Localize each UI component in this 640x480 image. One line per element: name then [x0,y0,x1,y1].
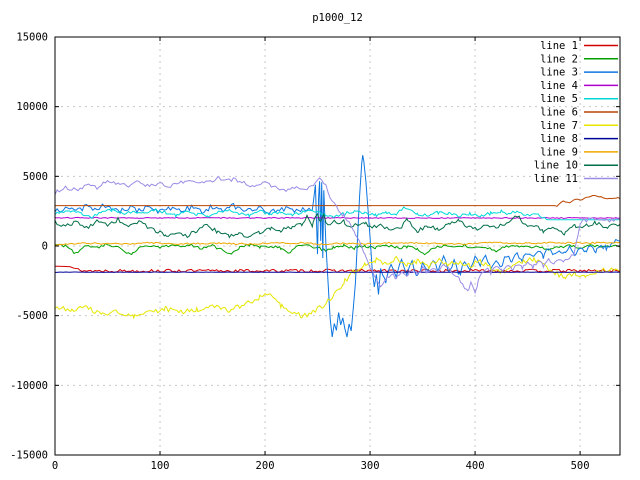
series-line-7 [55,255,620,320]
x-tick-label-500: 500 [571,460,590,472]
y-tick-label-10000: 10000 [16,101,48,113]
axis-ticks [54,36,620,456]
series-group [55,155,620,338]
legend-label: line 2 [540,53,578,65]
series-line-10 [55,212,620,239]
x-tick-label-200: 200 [256,460,275,472]
y-tick-label--10000: -10000 [10,380,48,392]
legend-entry-2: line 2 [540,53,618,65]
y-tick-label-5000: 5000 [23,171,48,183]
tick-labels: 0 100 200 300 400 500 -15000 -10000 -5000 0 5000 10… [10,32,590,473]
legend-entry-11: line 11 [534,173,618,185]
legend-label: line 7 [540,120,578,132]
y-tick-label-0: 0 [42,241,48,253]
series-line-5 [55,206,620,221]
legend-entry-7: line 7 [540,120,618,132]
series-line-3 [55,155,620,338]
legend-label: line 1 [540,40,578,52]
y-tick-label--15000: -15000 [10,450,48,462]
series-line-4 [55,216,620,220]
legend-label: line 10 [534,160,578,172]
series-line-9 [55,241,620,246]
legend-entry-6: line 6 [540,107,618,119]
legend-label: line 4 [540,80,578,92]
legend-entry-8: line 8 [540,133,618,145]
legend-entry-10: line 10 [534,160,618,172]
legend-label: line 5 [540,93,578,105]
series-line-11 [55,176,620,295]
legend-label: line 3 [540,67,578,79]
y-tick-label--5000: -5000 [16,310,48,322]
x-tick-label-0: 0 [52,460,58,472]
legend-label: line 9 [540,146,578,158]
legend-entry-3: line 3 [540,67,618,79]
x-tick-label-300: 300 [361,460,380,472]
y-tick-label-15000: 15000 [16,32,48,44]
legend-label: line 11 [534,173,578,185]
legend-label: line 8 [540,133,578,145]
legend-entry-4: line 4 [540,80,618,92]
chart-title: p1000_12 [312,12,363,24]
legend-entry-9: line 9 [540,146,618,158]
series-line-2 [55,242,620,256]
legend-entry-5: line 5 [540,93,618,105]
x-tick-label-100: 100 [151,460,170,472]
series-line-6 [55,195,620,207]
legend-label: line 6 [540,107,578,119]
legend-entry-1: line 1 [540,40,618,52]
x-tick-label-400: 400 [466,460,485,472]
gridlines [55,37,620,455]
